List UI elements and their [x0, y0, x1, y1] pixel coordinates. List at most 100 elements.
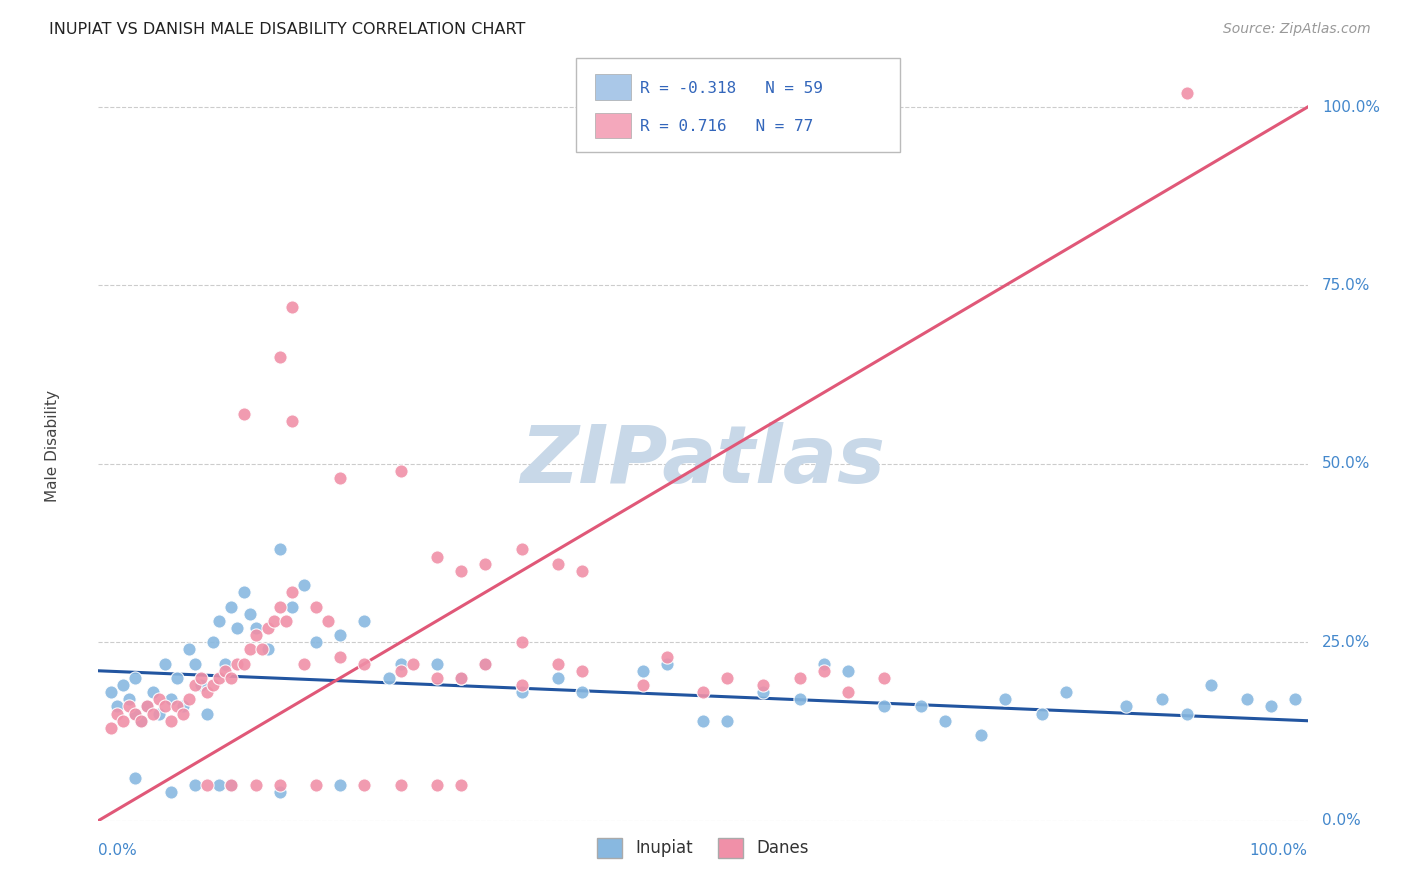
Point — [208, 614, 231, 628]
Point — [837, 664, 859, 678]
Point — [232, 585, 254, 599]
Point — [281, 599, 304, 614]
Point — [281, 300, 304, 314]
Point — [316, 614, 339, 628]
Point — [160, 692, 183, 706]
Point — [305, 635, 328, 649]
Point — [547, 671, 569, 685]
Point — [716, 714, 738, 728]
Point — [389, 464, 412, 478]
Point — [873, 86, 896, 100]
Point — [245, 628, 267, 642]
Point — [510, 685, 533, 699]
Point — [510, 542, 533, 557]
Point — [426, 549, 449, 564]
Point — [1175, 86, 1198, 100]
Point — [148, 706, 170, 721]
Point — [232, 407, 254, 421]
Point — [195, 685, 218, 699]
Point — [292, 578, 315, 592]
Point — [179, 692, 201, 706]
Point — [214, 657, 236, 671]
Point — [692, 714, 714, 728]
Point — [250, 642, 273, 657]
Point — [111, 714, 134, 728]
Point — [195, 778, 218, 792]
Point — [292, 657, 315, 671]
Point — [166, 699, 188, 714]
Text: INUPIAT VS DANISH MALE DISABILITY CORRELATION CHART: INUPIAT VS DANISH MALE DISABILITY CORREL… — [49, 22, 526, 37]
Point — [1260, 699, 1282, 714]
Point — [329, 628, 352, 642]
Text: 100.0%: 100.0% — [1322, 100, 1381, 114]
Point — [571, 685, 593, 699]
Point — [789, 671, 811, 685]
Point — [450, 564, 472, 578]
Point — [166, 671, 188, 685]
Text: Source: ZipAtlas.com: Source: ZipAtlas.com — [1223, 22, 1371, 37]
Point — [184, 657, 207, 671]
Point — [716, 671, 738, 685]
Point — [1284, 692, 1306, 706]
Point — [190, 671, 212, 685]
Point — [142, 685, 165, 699]
Point — [100, 685, 122, 699]
Point — [305, 778, 328, 792]
Text: 100.0%: 100.0% — [1250, 843, 1308, 858]
Point — [655, 657, 678, 671]
Point — [129, 714, 152, 728]
Text: R = 0.716   N = 77: R = 0.716 N = 77 — [640, 120, 813, 135]
Point — [631, 664, 654, 678]
Point — [269, 785, 291, 799]
Point — [571, 564, 593, 578]
Point — [970, 728, 993, 742]
Text: 0.0%: 0.0% — [1322, 814, 1361, 828]
Point — [221, 778, 243, 792]
Point — [353, 614, 375, 628]
Point — [226, 657, 249, 671]
Point — [474, 657, 496, 671]
Point — [172, 706, 194, 721]
Point — [910, 699, 932, 714]
Point — [214, 664, 236, 678]
Point — [426, 778, 449, 792]
Point — [245, 621, 267, 635]
Point — [1199, 678, 1222, 692]
Point — [195, 706, 218, 721]
Point — [305, 599, 328, 614]
Point — [221, 671, 243, 685]
Point — [184, 678, 207, 692]
Point — [873, 671, 896, 685]
Point — [269, 599, 291, 614]
Point — [547, 557, 569, 571]
Point — [474, 557, 496, 571]
Point — [934, 714, 956, 728]
Point — [105, 699, 128, 714]
Point — [100, 721, 122, 735]
Text: ZIPatlas: ZIPatlas — [520, 422, 886, 500]
Point — [1152, 692, 1174, 706]
Point — [329, 471, 352, 485]
Text: 50.0%: 50.0% — [1322, 457, 1371, 471]
Text: Male Disability: Male Disability — [45, 390, 60, 502]
Point — [232, 657, 254, 671]
Point — [631, 678, 654, 692]
Point — [208, 778, 231, 792]
Point — [111, 678, 134, 692]
Point — [245, 778, 267, 792]
Point — [153, 699, 176, 714]
Point — [160, 714, 183, 728]
Point — [135, 699, 157, 714]
Point — [256, 621, 278, 635]
Text: 75.0%: 75.0% — [1322, 278, 1371, 293]
Point — [256, 642, 278, 657]
Text: 0.0%: 0.0% — [98, 843, 138, 858]
Point — [135, 699, 157, 714]
Point — [1054, 685, 1077, 699]
Point — [474, 657, 496, 671]
Point — [124, 706, 146, 721]
Legend: Inupiat, Danes: Inupiat, Danes — [591, 831, 815, 864]
Point — [190, 678, 212, 692]
Point — [692, 685, 714, 699]
Point — [353, 657, 375, 671]
